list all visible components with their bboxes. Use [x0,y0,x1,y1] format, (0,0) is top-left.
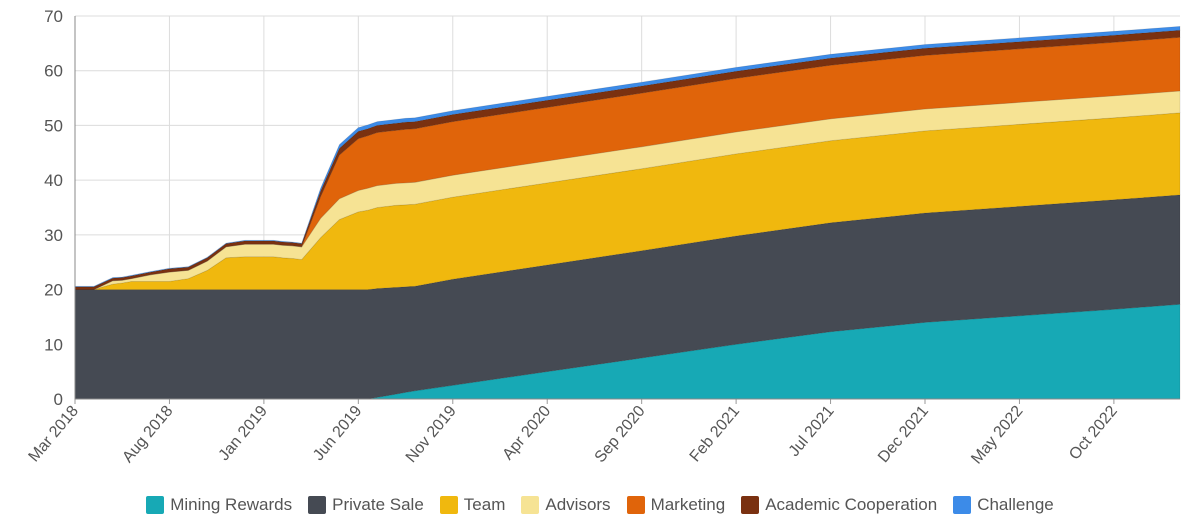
legend-item-academic-cooperation[interactable]: Academic Cooperation [741,495,937,515]
area-chart: 0 10 20 30 40 50 60 70 Mar 2018 Aug 2018 Jan 2019 J… [26,7,1181,468]
y-tick-label: 10 [44,335,63,354]
legend: Mining Rewards Private Sale Team Advisors Ma… [0,492,1200,518]
x-tick-label: Feb 2021 [687,403,744,466]
legend-label: Challenge [977,495,1054,514]
x-tick-label: Apr 2020 [500,403,555,464]
legend-item-team[interactable]: Team [439,495,506,515]
y-tick-label: 30 [44,226,63,245]
legend-swatch [741,496,760,514]
y-tick-label: 40 [44,171,63,190]
legend-item-advisors[interactable]: Advisors [521,495,611,515]
x-tick-label: Oct 2022 [1066,403,1121,464]
legend-swatch [521,496,540,514]
legend-label: Mining Rewards [170,495,293,514]
x-tick-label: Sep 2020 [592,403,649,466]
y-tick-label: 60 [44,62,63,81]
legend-swatch [146,496,165,514]
legend-swatch [308,496,327,514]
x-tick-label: Jun 2019 [310,403,365,464]
y-tick-label: 50 [44,116,63,135]
x-tick-label: Jan 2019 [216,403,271,464]
y-tick-label: 0 [54,390,63,409]
legend-label: Team [463,495,506,514]
x-tick-label: Jul 2021 [786,403,838,460]
x-tick-label: Aug 2018 [119,403,176,466]
legend-label: Private Sale [332,495,424,514]
legend-swatch [439,496,458,514]
x-tick-label: May 2022 [968,403,1026,468]
x-tick-label: Mar 2018 [26,403,83,466]
legend-label: Marketing [650,495,726,514]
legend-label: Academic Cooperation [765,495,938,514]
legend-item-challenge[interactable]: Challenge [953,495,1054,515]
y-tick-label: 70 [44,7,63,26]
legend-item-private-sale[interactable]: Private Sale [308,495,424,515]
y-tick-label: 20 [44,281,63,300]
area-challenge [74,25,1181,288]
legend-item-marketing[interactable]: Marketing [626,495,726,515]
x-tick-label: Nov 2019 [403,403,460,466]
x-tick-label: Dec 2021 [875,403,932,466]
legend-item-mining-rewards[interactable]: Mining Rewards [146,495,292,515]
legend-swatch [626,496,645,514]
legend-swatch [953,496,972,514]
legend-label: Advisors [545,495,611,514]
